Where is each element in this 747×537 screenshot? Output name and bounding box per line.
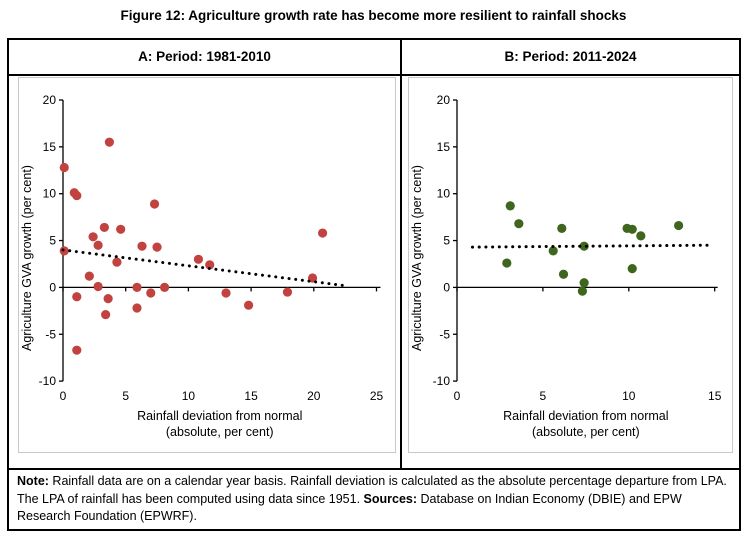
data-point bbox=[137, 241, 147, 251]
y-tick-label: 10 bbox=[437, 187, 451, 201]
data-point bbox=[93, 281, 103, 292]
x-tick-label: 0 bbox=[60, 389, 67, 403]
panel-b-cell: 20 15 10 5 0 -5 -10 0 5 10 15 Agriculture GVA growt… bbox=[402, 76, 739, 468]
data-point bbox=[636, 231, 646, 241]
sources-text: Database on Indian Economy (DBIE) and EP… bbox=[17, 491, 682, 524]
data-point bbox=[149, 199, 160, 209]
data-point bbox=[505, 201, 515, 211]
data-point bbox=[579, 241, 589, 251]
y-tick-label: 20 bbox=[43, 93, 57, 107]
chart-a: 20 15 10 5 0 -5 -10 0 5 10 15 20 25 Agriculture GVA g… bbox=[18, 77, 396, 453]
y-tick-label: 0 bbox=[49, 280, 56, 294]
trend-line bbox=[61, 248, 350, 288]
note-label: Note: bbox=[17, 474, 49, 488]
y-tick-label: -10 bbox=[433, 374, 451, 388]
data-point bbox=[577, 286, 588, 296]
x-axis-title: (absolute, per cent) bbox=[166, 425, 274, 439]
data-point bbox=[132, 303, 142, 313]
data-point bbox=[159, 282, 170, 292]
panel-b-header: B: Period: 2011-2024 bbox=[402, 40, 739, 76]
data-point bbox=[104, 137, 114, 147]
x-axis-title: Rainfall deviation from normal bbox=[503, 409, 668, 423]
data-point bbox=[59, 162, 69, 173]
data-point bbox=[112, 257, 122, 267]
figure-note: Note: Rainfall data are on a calendar ye… bbox=[9, 468, 739, 529]
data-point bbox=[84, 271, 94, 281]
panel-a-cell: 20 15 10 5 0 -5 -10 0 5 10 15 20 25 Agriculture GVA g… bbox=[9, 76, 402, 468]
data-point bbox=[146, 288, 156, 298]
y-tick-label: 10 bbox=[43, 187, 57, 201]
y-axis-title: Agriculture GVA growth (per cent) bbox=[20, 165, 34, 351]
data-point bbox=[101, 309, 111, 320]
y-tick-label: 5 bbox=[443, 234, 450, 248]
data-point bbox=[627, 224, 637, 234]
data-point bbox=[88, 232, 98, 242]
data-point bbox=[103, 294, 113, 304]
x-tick-label: 5 bbox=[540, 389, 547, 403]
data-point bbox=[116, 224, 126, 234]
data-point bbox=[72, 345, 82, 355]
data-point bbox=[221, 288, 231, 298]
data-point bbox=[72, 190, 82, 201]
data-point bbox=[502, 258, 512, 268]
data-point bbox=[558, 269, 569, 279]
y-tick-label: 20 bbox=[437, 93, 451, 107]
y-tick-label: 0 bbox=[443, 280, 450, 294]
data-point bbox=[674, 220, 684, 231]
data-point bbox=[557, 223, 567, 233]
data-point bbox=[72, 292, 82, 302]
y-tick-label: 15 bbox=[43, 140, 57, 154]
chart-b: 20 15 10 5 0 -5 -10 0 5 10 15 Agriculture GVA growt… bbox=[408, 77, 733, 453]
x-axis-title: (absolute, per cent) bbox=[532, 425, 640, 439]
data-point bbox=[205, 260, 215, 270]
data-point bbox=[282, 287, 293, 297]
data-point bbox=[548, 246, 558, 256]
data-point bbox=[627, 264, 637, 274]
x-tick-label: 0 bbox=[454, 389, 461, 403]
note-text: Rainfall data are on a calendar year bas… bbox=[17, 474, 727, 506]
data-point bbox=[579, 278, 589, 288]
x-tick-label: 10 bbox=[182, 389, 196, 403]
x-tick-label: 15 bbox=[708, 389, 722, 403]
x-tick-label: 20 bbox=[307, 389, 321, 403]
figure-title: Figure 12: Agriculture growth rate has b… bbox=[120, 8, 627, 23]
x-tick-label: 25 bbox=[370, 389, 384, 403]
data-point bbox=[514, 219, 524, 229]
data-point bbox=[132, 282, 142, 292]
y-tick-label: 15 bbox=[437, 140, 451, 154]
y-tick-label: -5 bbox=[45, 327, 56, 341]
data-point bbox=[193, 254, 204, 264]
panel-a-header: A: Period: 1981-2010 bbox=[9, 40, 402, 76]
chart-row: 20 15 10 5 0 -5 -10 0 5 10 15 20 25 Agriculture GVA g… bbox=[9, 76, 739, 468]
trend-line bbox=[470, 243, 710, 249]
x-tick-label: 10 bbox=[622, 389, 636, 403]
y-axis-title: Agriculture GVA growth (per cent) bbox=[410, 165, 424, 351]
data-point bbox=[243, 300, 254, 310]
y-tick-label: -5 bbox=[439, 327, 450, 341]
panel-header-row: A: Period: 1981-2010 B: Period: 2011-202… bbox=[9, 40, 739, 76]
x-axis-title: Rainfall deviation from normal bbox=[137, 409, 302, 423]
data-point bbox=[93, 240, 103, 250]
data-point bbox=[99, 222, 109, 233]
sources-label: Sources: bbox=[363, 491, 418, 506]
data-point bbox=[317, 228, 328, 238]
y-tick-label: 5 bbox=[49, 234, 56, 248]
y-tick-label: -10 bbox=[39, 374, 57, 388]
x-tick-label: 15 bbox=[244, 389, 258, 403]
figure-table: A: Period: 1981-2010 B: Period: 2011-202… bbox=[7, 38, 741, 531]
data-point bbox=[152, 242, 162, 252]
x-tick-label: 5 bbox=[122, 389, 129, 403]
